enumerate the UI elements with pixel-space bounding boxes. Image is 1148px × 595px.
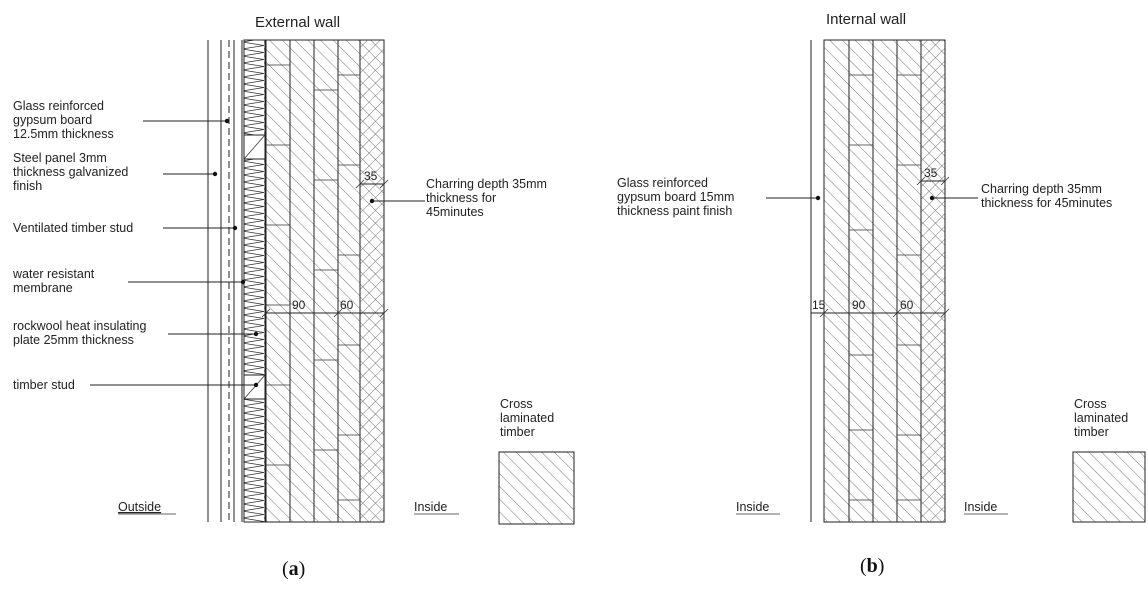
- annotation-membrane: water resistant membrane: [12, 267, 98, 295]
- figure-b-legend-label: Cross laminated timber: [1074, 397, 1132, 439]
- annotation-ventilated-stud: Ventilated timber stud: [13, 221, 133, 235]
- figure-b-left-inside-label: Inside: [736, 500, 769, 514]
- figure-b: Internal wall: [617, 11, 1146, 577]
- figure-b-annotations: Glass reinforced gypsum board 15mm thick…: [617, 176, 1112, 218]
- figure-a-caption: (a): [282, 558, 305, 580]
- figure-b-caption: (b): [860, 555, 884, 577]
- figure-a-title: External wall: [255, 14, 340, 31]
- dim-layer2-b: 60: [900, 298, 914, 312]
- dim-layer1-a: 90: [292, 298, 306, 312]
- figure-a-thin-layers: [207, 40, 243, 522]
- figure-b-title: Internal wall: [826, 11, 906, 28]
- dim-board-b: 15: [812, 298, 826, 312]
- annotation-charring-b: Charring depth 35mm thickness for 45minu…: [981, 182, 1112, 210]
- annotation-steel-panel: Steel panel 3mm thickness galvanized fin…: [13, 151, 132, 193]
- annotation-charring-a: Charring depth 35mm thickness for 45minu…: [426, 177, 550, 219]
- figure-a-dimensions: 35 90 60: [261, 169, 389, 318]
- figure-a-legend: Cross laminated timber: [498, 397, 575, 525]
- dim-layer1-b: 90: [852, 298, 866, 312]
- figure-a-clt: [265, 39, 385, 523]
- figure-a-insulation: [243, 39, 266, 523]
- figure-a-annotations: Glass reinforced gypsum board 12.5mm thi…: [12, 99, 550, 392]
- figure-b-legend: Cross laminated timber: [1072, 397, 1146, 523]
- figure-b-legend-swatch: [1072, 451, 1146, 523]
- figure-a-legend-swatch: [498, 451, 575, 525]
- annotation-rockwool: rockwool heat insulating plate 25mm thic…: [13, 319, 150, 347]
- dim-charring-a: 35: [364, 169, 378, 183]
- figure-a-outside-label: Outside: [118, 500, 161, 514]
- figure-a-inside-label: Inside: [414, 500, 447, 514]
- annotation-gypsum-board-b: Glass reinforced gypsum board 15mm thick…: [617, 176, 738, 218]
- figure-a-leaders: [90, 118, 425, 388]
- annotation-gypsum-board: Glass reinforced gypsum board 12.5mm thi…: [13, 99, 114, 141]
- figure-b-clt: [823, 39, 946, 523]
- annotation-timber-stud: timber stud: [13, 378, 75, 392]
- figure-b-dimensions: 35 15 90 60: [811, 166, 950, 318]
- figure-b-board: [810, 40, 825, 522]
- figure-b-right-inside-label: Inside: [964, 500, 997, 514]
- dim-charring-b: 35: [924, 166, 938, 180]
- dim-layer2-a: 60: [340, 298, 354, 312]
- figure-a-legend-label: Cross laminated timber: [500, 397, 558, 439]
- figure-a: External wall: [12, 14, 575, 580]
